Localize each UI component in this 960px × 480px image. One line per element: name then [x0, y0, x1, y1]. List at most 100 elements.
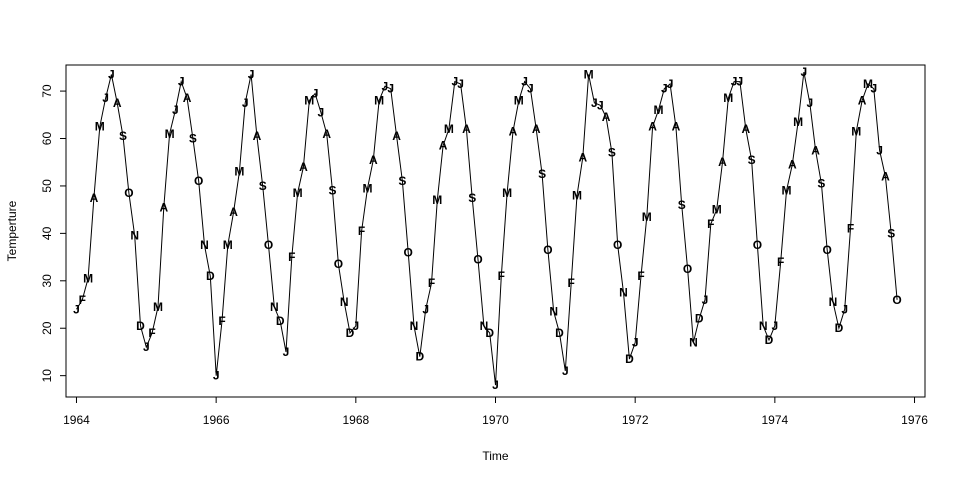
data-point-label: S — [608, 146, 616, 160]
data-point-label: O — [613, 238, 622, 252]
data-point-label: A — [788, 158, 797, 172]
data-point-label: M — [444, 122, 454, 136]
data-point-label: F — [777, 255, 784, 269]
data-point-label: S — [678, 198, 686, 212]
data-point-label: F — [288, 250, 295, 264]
data-point-label: D — [765, 333, 774, 347]
data-point-label: M — [95, 120, 105, 134]
data-point-label: J — [876, 143, 883, 157]
data-point-label: O — [124, 186, 133, 200]
data-point-label: S — [119, 129, 127, 143]
data-point-label: J — [172, 103, 179, 117]
x-tick-label: 1966 — [203, 413, 230, 427]
data-point-label: M — [293, 186, 303, 200]
data-point-label: J — [801, 65, 808, 79]
data-point-label: M — [572, 188, 582, 202]
data-point-label: F — [79, 293, 86, 307]
data-point-label: J — [102, 91, 109, 105]
data-point-label: M — [304, 94, 314, 108]
data-point-label: A — [672, 120, 681, 134]
data-point-label: M — [793, 115, 803, 129]
data-point-label: M — [712, 203, 722, 217]
data-point-label: J — [527, 82, 534, 96]
data-point-label: S — [748, 153, 756, 167]
data-point-label: J — [451, 75, 458, 89]
y-tick-label: 70 — [40, 84, 54, 98]
data-point-label: A — [159, 200, 168, 214]
data-point-label: O — [683, 262, 692, 276]
data-point-label: J — [562, 364, 569, 378]
data-point-label: A — [439, 139, 448, 153]
data-point-label: N — [829, 295, 838, 309]
data-point-label: O — [543, 243, 552, 257]
data-point-label: M — [642, 210, 652, 224]
data-point-label: M — [851, 124, 861, 138]
data-point-label: F — [568, 276, 575, 290]
data-point-label: D — [415, 350, 424, 364]
data-point-label: O — [892, 293, 901, 307]
data-point-label: A — [532, 122, 541, 136]
data-point-label: O — [264, 238, 273, 252]
data-point-label: M — [654, 103, 664, 117]
data-point-label: J — [283, 345, 290, 359]
data-point-label: N — [130, 229, 139, 243]
data-point-label: D — [276, 314, 285, 328]
y-tick-label: 10 — [40, 369, 54, 383]
x-tick-label: 1968 — [342, 413, 369, 427]
data-point-label: F — [148, 326, 155, 340]
y-tick-label: 40 — [40, 226, 54, 240]
data-point-label: A — [322, 127, 331, 141]
data-points: JFMAMJJASONDJFMAMJJASONDJFMAMJJASONDJFMA… — [73, 65, 902, 392]
data-point-label: A — [648, 120, 657, 134]
data-point-label: J — [352, 319, 359, 333]
data-point-label: J — [382, 79, 389, 93]
y-tick-label: 30 — [40, 274, 54, 288]
data-point-label: F — [707, 217, 714, 231]
x-axis-label: Time — [482, 449, 509, 463]
data-point-label: D — [555, 326, 564, 340]
series-line — [76, 72, 898, 386]
data-point-label: F — [358, 224, 365, 238]
data-point-label: M — [514, 94, 524, 108]
x-tick-label: 1964 — [63, 413, 90, 427]
data-point-label: N — [340, 295, 349, 309]
x-tick-label: 1976 — [901, 413, 928, 427]
data-point-label: J — [661, 82, 668, 96]
data-point-label: M — [432, 193, 442, 207]
y-tick-label: 20 — [40, 321, 54, 335]
data-point-label: N — [759, 319, 768, 333]
data-point-label: J — [870, 82, 877, 96]
data-point-label: O — [753, 238, 762, 252]
data-point-label: S — [259, 179, 267, 193]
data-point-label: M — [584, 68, 594, 82]
data-point-label: J — [632, 336, 639, 350]
y-axis-label: Temperture — [5, 200, 19, 261]
data-point-label: M — [723, 91, 733, 105]
data-point-label: D — [695, 312, 704, 326]
data-point-label: S — [398, 174, 406, 188]
data-point-label: J — [73, 302, 80, 316]
data-point-label: J — [771, 319, 778, 333]
data-point-label: F — [428, 276, 435, 290]
data-point-label: J — [492, 378, 499, 392]
data-point-label: J — [312, 87, 319, 101]
data-point-label: M — [234, 165, 244, 179]
data-point-label: A — [578, 151, 587, 165]
data-point-label: J — [702, 293, 709, 307]
data-point-label: D — [485, 326, 494, 340]
data-point-label: O — [404, 245, 413, 259]
data-point-label: J — [143, 340, 150, 354]
data-point-label: S — [817, 177, 825, 191]
x-axis: 1964 1966 1968 1970 1972 1974 1976 — [63, 396, 928, 427]
data-point-label: A — [253, 129, 262, 143]
data-point-label: F — [847, 222, 854, 236]
data-point-label: A — [183, 91, 192, 105]
data-point-label: D — [625, 352, 634, 366]
data-point-label: A — [741, 122, 750, 136]
data-point-label: N — [549, 305, 558, 319]
data-point-label: S — [468, 191, 476, 205]
data-point-label: J — [108, 68, 115, 82]
data-point-label: J — [387, 82, 394, 96]
data-point-label: F — [498, 269, 505, 283]
